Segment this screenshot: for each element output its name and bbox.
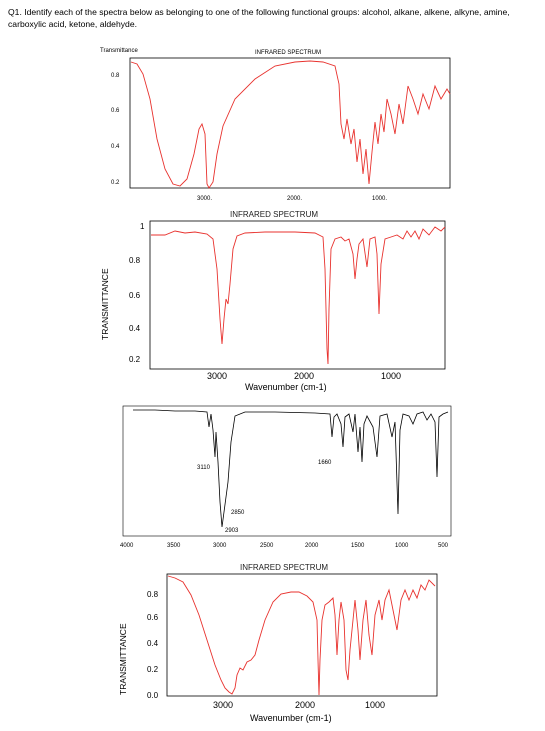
xtick: 2000. xyxy=(287,196,302,202)
xtick: 2000 xyxy=(305,543,319,549)
xtick: 1000 xyxy=(381,371,401,381)
xtick: 4000 xyxy=(120,543,134,549)
ytick: 0.8 xyxy=(129,256,141,265)
xtick: 1000 xyxy=(395,543,409,549)
xtick: 3000 xyxy=(213,700,233,710)
spectrum-1-ylabel: Transmittance xyxy=(100,48,138,54)
spectrum-1-title: INFRARED SPECTRUM xyxy=(255,50,321,56)
ir-spectrum-1: Transmittance INFRARED SPECTRUM 0.8 0.6 … xyxy=(100,48,451,202)
ytick: 0.2 xyxy=(111,180,120,186)
spectrum-4-xlabel: Wavenumber (cm-1) xyxy=(250,713,332,723)
ir-spectrum-2: INFRARED SPECTRUM 1 0.8 0.6 0.4 0.2 3000… xyxy=(129,210,446,392)
ytick: 0.0 xyxy=(147,691,159,700)
peak-label-2850: 2850 xyxy=(231,510,245,516)
xtick: 3000 xyxy=(213,543,227,549)
xtick: 2000 xyxy=(294,371,314,381)
xtick: 3000. xyxy=(197,196,212,202)
spectrum-3-trace xyxy=(133,409,449,528)
xtick: 3000 xyxy=(207,371,227,381)
xtick: 500 xyxy=(438,543,449,549)
plot-frame xyxy=(149,220,446,370)
spectrum-1-trace xyxy=(130,60,451,189)
peak-label-1660: 1660 xyxy=(318,460,332,466)
spectrum-4-trace xyxy=(167,575,436,696)
ytick: 0.6 xyxy=(111,108,120,114)
plot-frame xyxy=(129,57,451,189)
xtick: 3500 xyxy=(167,543,181,549)
xtick: 2500 xyxy=(260,543,274,549)
xtick: 1000 xyxy=(365,700,385,710)
peak-label-2903: 2903 xyxy=(225,528,239,534)
question-text: Q1. Identify each of the spectra below a… xyxy=(8,7,510,29)
ytick: 1 xyxy=(140,222,145,231)
xtick: 1500 xyxy=(351,543,365,549)
ytick: 0.4 xyxy=(129,324,141,333)
spectrum-2-title: INFRARED SPECTRUM xyxy=(230,210,318,219)
spectrum-2-trace xyxy=(151,226,446,365)
spectrum-4-title: INFRARED SPECTRUM xyxy=(240,563,328,572)
spectrum-2-ylabel: TRANSMITTANCE xyxy=(100,268,110,340)
plot-frame xyxy=(166,573,438,697)
spectrum-4-ylabel: TRANSMITTANCE xyxy=(118,623,128,695)
peak-label-3110: 3110 xyxy=(197,465,211,471)
ir-spectrum-3: 100 80 60 40 20 4000 3500 3000 2500 2000… xyxy=(120,405,452,549)
ytick: 0.8 xyxy=(111,73,120,79)
ytick: 0.8 xyxy=(147,590,159,599)
ir-spectrum-4: INFRARED SPECTRUM 0.8 0.6 0.4 0.2 0.0 30… xyxy=(147,563,438,723)
ytick: 0.2 xyxy=(147,665,159,674)
xtick: 2000 xyxy=(295,700,315,710)
ytick: 0.6 xyxy=(129,291,141,300)
xtick: 1000. xyxy=(372,196,387,202)
spectrum-2-xlabel: Wavenumber (cm-1) xyxy=(245,382,327,392)
ytick: 0.4 xyxy=(111,144,120,150)
ytick: 0.6 xyxy=(147,613,159,622)
plot-frame xyxy=(122,405,452,537)
ytick: 0.2 xyxy=(129,355,141,364)
ytick: 0.4 xyxy=(147,639,159,648)
